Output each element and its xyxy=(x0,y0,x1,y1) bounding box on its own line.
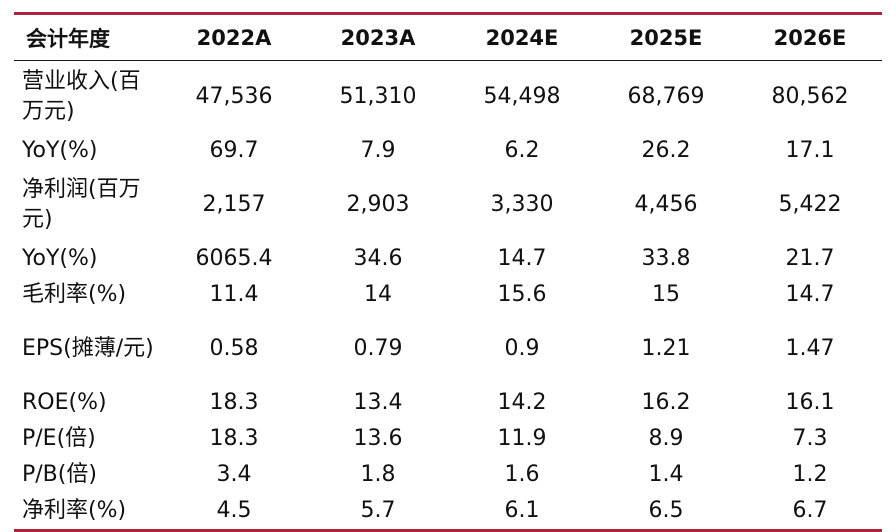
row-label: EPS(摊薄/元) xyxy=(22,336,154,361)
row-label: 净利率(%) xyxy=(22,498,127,523)
row-label: YoY(%) xyxy=(22,246,98,271)
header-2023a: 2023A xyxy=(306,15,450,61)
table-cell: 6.2 xyxy=(504,138,540,163)
table-cell: 0.79 xyxy=(353,336,403,361)
table-row-eps: EPS(摊薄/元) 0.58 0.79 0.9 1.21 1.47 xyxy=(14,313,882,385)
table-cell: 7.3 xyxy=(792,426,828,451)
table-cell: 6.5 xyxy=(648,498,684,523)
table-cell: 0.9 xyxy=(504,336,540,361)
table-cell: 5.7 xyxy=(360,498,396,523)
table-cell: 18.3 xyxy=(209,426,259,451)
table-cell: 14.7 xyxy=(785,282,835,307)
table-cell: 7.9 xyxy=(360,138,396,163)
table-cell: 5,422 xyxy=(778,192,842,217)
table-cell: 14.7 xyxy=(497,246,547,271)
table-cell: 1.4 xyxy=(648,462,684,487)
table-cell: 17.1 xyxy=(785,138,835,163)
table-cell: 1.6 xyxy=(504,462,540,487)
table-row-net-profit: 净利润(百万元) 2,157 2,903 3,330 4,456 5,422 xyxy=(14,169,882,241)
header-row: 会计年度 2022A 2023A 2024E 2025E 2026E xyxy=(14,15,882,61)
header-2026e: 2026E xyxy=(738,15,882,61)
row-label: 营业收入(百万元) xyxy=(22,69,141,124)
table-cell: 3.4 xyxy=(216,462,252,487)
row-label: P/B(倍) xyxy=(22,462,97,487)
header-2024e: 2024E xyxy=(450,15,594,61)
header-2022a: 2022A xyxy=(162,15,306,61)
table-cell: 13.4 xyxy=(353,390,403,415)
table-cell: 0.58 xyxy=(209,336,259,361)
table-cell: 14 xyxy=(364,282,392,307)
top-rule xyxy=(14,12,882,15)
table-row-gross-margin: 毛利率(%) 11.4 14 15.6 15 14.7 xyxy=(14,277,882,313)
table-row-net-margin: 净利率(%) 4.5 5.7 6.1 6.5 6.7 xyxy=(14,493,882,529)
row-label: 净利润(百万元) xyxy=(22,177,141,232)
table-cell: 11.9 xyxy=(497,426,547,451)
table-cell: 54,498 xyxy=(483,84,561,109)
table-cell: 1.21 xyxy=(641,336,691,361)
table-cell: 34.6 xyxy=(353,246,403,271)
table-row-revenue-yoy: YoY(%) 69.7 7.9 6.2 26.2 17.1 xyxy=(14,133,882,169)
table-cell: 2,903 xyxy=(346,192,410,217)
row-label: P/E(倍) xyxy=(22,426,96,451)
table-cell: 6.1 xyxy=(504,498,540,523)
table-row-pe: P/E(倍) 18.3 13.6 11.9 8.9 7.3 xyxy=(14,421,882,457)
table-cell: 6065.4 xyxy=(195,246,273,271)
header-fiscal-year: 会计年度 xyxy=(14,15,162,61)
table-cell: 33.8 xyxy=(641,246,691,271)
table-cell: 16.1 xyxy=(785,390,835,415)
table-cell: 3,330 xyxy=(490,192,554,217)
table-cell: 6.7 xyxy=(792,498,828,523)
table-row-pb: P/B(倍) 3.4 1.8 1.6 1.4 1.2 xyxy=(14,457,882,493)
table-cell: 14.2 xyxy=(497,390,547,415)
table-cell: 16.2 xyxy=(641,390,691,415)
table-cell: 51,310 xyxy=(339,84,417,109)
table-cell: 26.2 xyxy=(641,138,691,163)
table-cell: 15.6 xyxy=(497,282,547,307)
row-label: ROE(%) xyxy=(22,390,107,415)
table-cell: 2,157 xyxy=(202,192,266,217)
header-2025e: 2025E xyxy=(594,15,738,61)
table-cell: 47,536 xyxy=(195,84,273,109)
table-cell: 1.2 xyxy=(792,462,828,487)
financial-forecast-table-container: 会计年度 2022A 2023A 2024E 2025E 2026E 营业收入(… xyxy=(14,12,882,532)
financial-forecast-table: 会计年度 2022A 2023A 2024E 2025E 2026E 营业收入(… xyxy=(14,15,882,529)
table-cell: 1.47 xyxy=(785,336,835,361)
table-cell: 4,456 xyxy=(634,192,698,217)
table-cell: 8.9 xyxy=(648,426,684,451)
table-cell: 80,562 xyxy=(771,84,849,109)
table-row-net-profit-yoy: YoY(%) 6065.4 34.6 14.7 33.8 21.7 xyxy=(14,241,882,277)
table-cell: 18.3 xyxy=(209,390,259,415)
table-cell: 4.5 xyxy=(216,498,252,523)
table-cell: 11.4 xyxy=(209,282,259,307)
table-cell: 13.6 xyxy=(353,426,403,451)
table-cell: 69.7 xyxy=(209,138,259,163)
table-row-roe: ROE(%) 18.3 13.4 14.2 16.2 16.1 xyxy=(14,385,882,421)
table-cell: 15 xyxy=(652,282,680,307)
table-cell: 68,769 xyxy=(627,84,705,109)
table-cell: 1.8 xyxy=(360,462,396,487)
row-label: YoY(%) xyxy=(22,138,98,163)
table-row-revenue: 营业收入(百万元) 47,536 51,310 54,498 68,769 80… xyxy=(14,61,882,134)
table-cell: 21.7 xyxy=(785,246,835,271)
row-label: 毛利率(%) xyxy=(22,282,127,307)
